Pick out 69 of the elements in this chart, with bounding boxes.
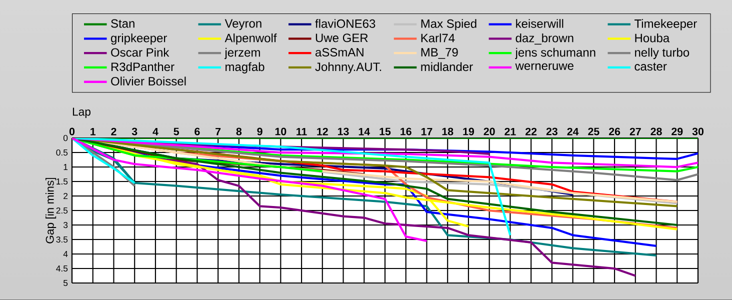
x-tick-label: 18 — [442, 128, 454, 136]
legend-label: Karl74 — [421, 33, 455, 42]
x-tick-label: 7 — [216, 128, 221, 136]
legend-label: jerzem — [224, 48, 260, 60]
y-tick-label: 2.5 — [56, 207, 68, 214]
legend-label: Timekeeper — [634, 19, 697, 30]
legend-label: flaviONE63 — [315, 19, 376, 28]
x-tick-label: 22 — [526, 128, 537, 136]
y-tick-label: 1.5 — [56, 178, 68, 185]
x-tick-label: 29 — [672, 128, 683, 136]
legend-label: Oscar Pink — [111, 48, 170, 57]
x-axis-title: Lap — [72, 108, 90, 118]
legend-label: Houba — [635, 33, 670, 42]
x-tick-label: 12 — [317, 128, 328, 136]
y-tick-label: 3.5 — [56, 236, 68, 243]
x-tick-label: 2 — [111, 128, 116, 136]
y-tick-label: 1 — [64, 164, 68, 170]
x-tick-label: 8 — [236, 128, 242, 136]
x-tick-label: 0 — [69, 128, 75, 136]
legend-label: Johnny.AUT. — [315, 62, 382, 74]
x-tick-label: 5 — [174, 128, 179, 136]
legend-label: Alpenwolf — [224, 33, 277, 45]
legend-label: werneruwe — [515, 63, 574, 70]
legend-label: magfab — [226, 62, 264, 74]
x-tick-label: 9 — [257, 128, 262, 136]
legend-label: Uwe GER — [316, 34, 368, 42]
legend-label: nelly turbo — [635, 48, 690, 60]
x-tick-label: 6 — [194, 128, 200, 136]
x-tick-label: 19 — [463, 128, 474, 136]
x-tick-label: 13 — [338, 128, 349, 136]
legend-label: Veyron — [224, 19, 262, 30]
x-tick-label: 26 — [608, 128, 620, 136]
x-tick-label: 24 — [567, 128, 579, 136]
y-tick-label: 5 — [63, 280, 68, 286]
x-tick-label: 20 — [484, 128, 495, 136]
legend-label: Max Spied — [421, 19, 476, 30]
x-tick-label: 10 — [275, 128, 286, 136]
y-tick-label: 4.5 — [56, 265, 68, 272]
x-tick-label: 30 — [692, 128, 704, 136]
y-tick-label: 0.5 — [56, 149, 68, 156]
x-tick-label: 15 — [380, 128, 391, 136]
y-axis-title: Gap [in mins] — [46, 178, 56, 244]
x-tick-label: 25 — [588, 128, 600, 136]
x-tick-label: 1 — [90, 128, 96, 136]
legend-label: Stan — [111, 19, 134, 28]
x-tick-label: 23 — [546, 128, 558, 136]
y-tick-label: 2 — [64, 192, 68, 200]
legend-label: MB_79 — [421, 48, 458, 59]
legend-label: keiserwill — [516, 19, 564, 28]
x-tick-label: 3 — [132, 128, 138, 136]
x-tick-label: 21 — [504, 128, 516, 136]
y-tick-label: 3 — [63, 222, 68, 228]
legend-label: caster — [634, 62, 667, 71]
x-tick-label: 16 — [400, 128, 412, 136]
x-tick-label: 28 — [650, 128, 662, 136]
y-tick-label: 4 — [63, 251, 68, 257]
legend-label: Olivier Boissel — [111, 76, 186, 86]
legend-label: gripkeeper — [110, 33, 167, 45]
legend-label: aSSmAN — [316, 48, 364, 57]
x-tick-label: 14 — [358, 128, 370, 136]
x-tick-label: 27 — [630, 128, 641, 136]
legend-label: R3dPanther — [111, 62, 174, 72]
legend-label: midlander — [421, 62, 473, 72]
x-tick-label: 4 — [152, 128, 158, 136]
legend-label: daz_brown — [516, 33, 574, 45]
legend-label: jens schumann — [515, 48, 596, 60]
x-tick-label: 11 — [296, 128, 307, 136]
x-tick-label: 17 — [421, 128, 432, 136]
y-tick-label: 0 — [63, 134, 68, 142]
